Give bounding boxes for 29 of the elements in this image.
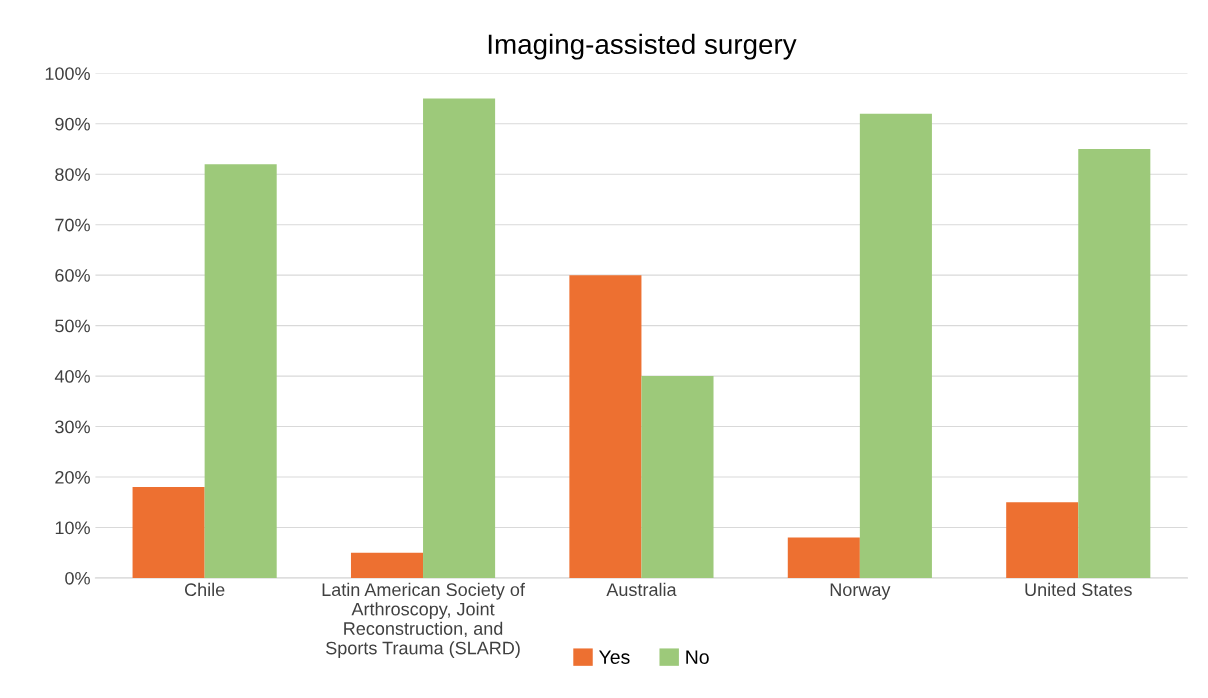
y-tick-label: 80% bbox=[55, 168, 90, 181]
bar bbox=[132, 487, 205, 578]
y-tick-label: 60% bbox=[55, 269, 90, 282]
legend-label: No bbox=[686, 650, 709, 664]
bar bbox=[350, 552, 424, 578]
y-tick-label: 20% bbox=[55, 470, 90, 484]
bar bbox=[569, 275, 642, 578]
bar bbox=[787, 537, 860, 578]
y-tick-label: 0% bbox=[65, 571, 90, 585]
y-tick-label: 70% bbox=[55, 218, 90, 232]
chart-title: Imaging-assisted surgery bbox=[488, 33, 797, 60]
x-tick-label: Australia bbox=[606, 582, 677, 597]
x-tick-label: Norway bbox=[830, 583, 891, 600]
x-tick-label: Latin American Society of Arthroscopy, Joint Reconstruction, and Sports Trauma (SLARD) bbox=[322, 582, 525, 658]
y-tick-label: 90% bbox=[55, 117, 90, 131]
bar bbox=[1078, 148, 1151, 578]
bar bbox=[859, 113, 932, 578]
bar bbox=[204, 164, 277, 578]
bar bbox=[1006, 502, 1079, 578]
y-tick-label: 50% bbox=[55, 319, 90, 333]
x-tick-label: Chile bbox=[184, 582, 225, 597]
x-tick-label: United States bbox=[1025, 582, 1132, 597]
legend-label: Yes bbox=[599, 650, 630, 664]
bar bbox=[641, 376, 714, 578]
bar bbox=[423, 98, 496, 578]
y-tick-label: 10% bbox=[55, 521, 90, 535]
y-tick-label: 40% bbox=[54, 370, 90, 383]
y-tick-label: 100% bbox=[45, 67, 90, 81]
y-tick-label: 30% bbox=[55, 420, 90, 434]
